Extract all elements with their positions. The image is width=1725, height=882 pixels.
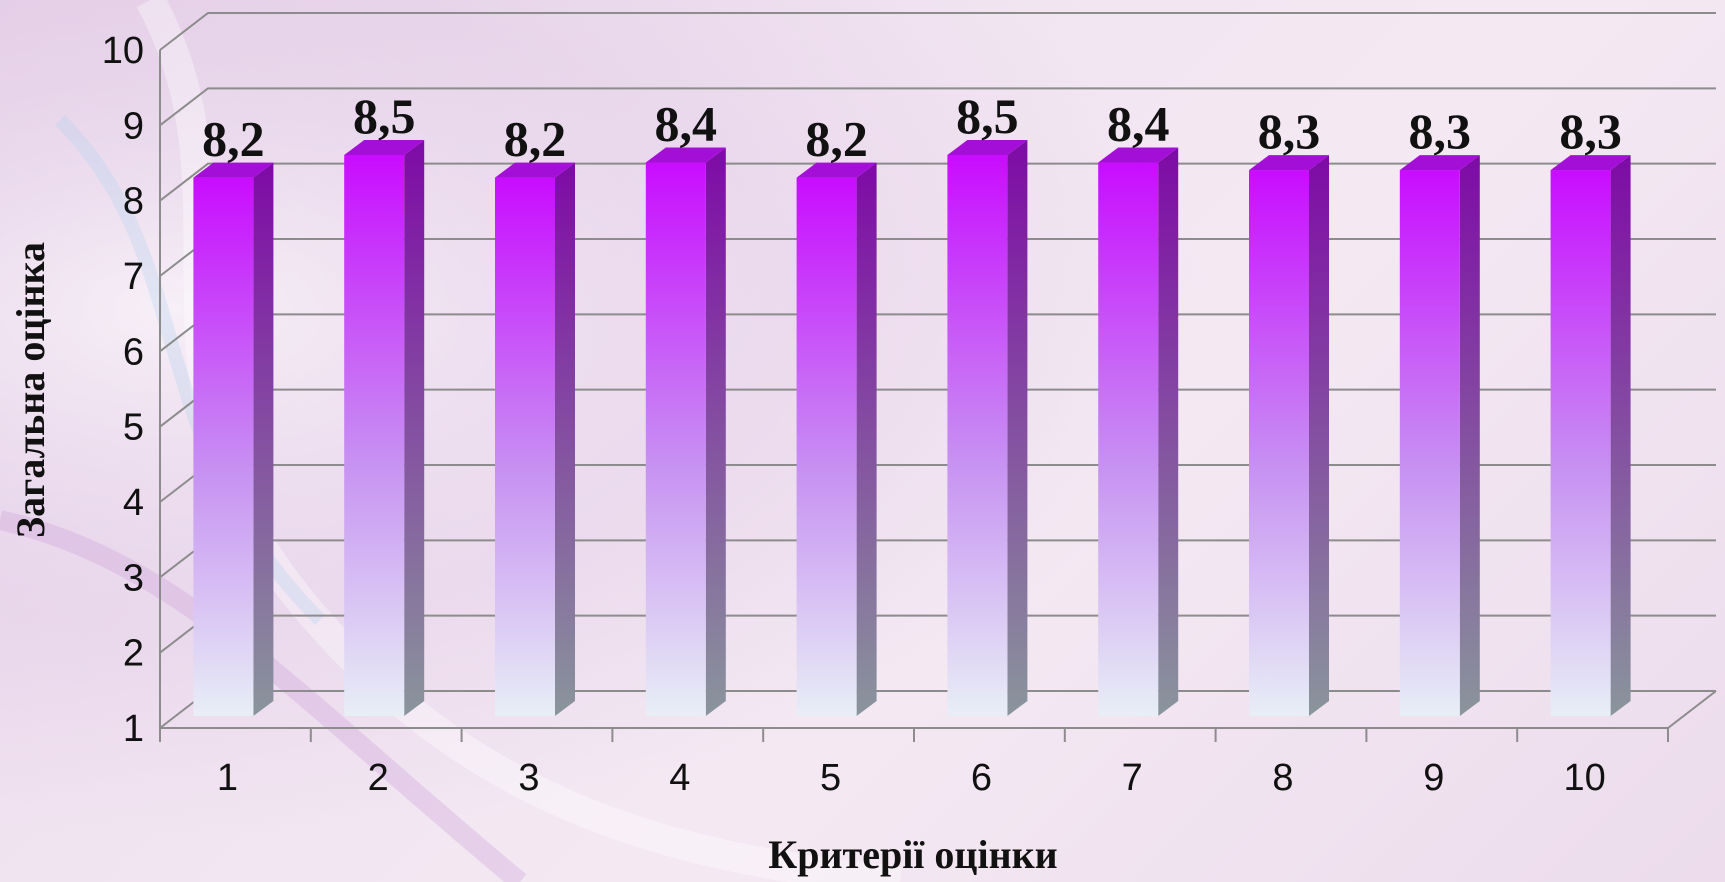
bar: [1399, 155, 1480, 717]
bar-side: [555, 162, 575, 717]
bar-side: [856, 162, 877, 717]
bar-side: [1158, 147, 1179, 717]
x-axis-title: Критерії оцінки: [768, 832, 1057, 877]
x-tick-label: 4: [669, 757, 690, 799]
bar: [344, 140, 425, 716]
bar-side: [404, 140, 425, 716]
gridline: [159, 162, 1716, 202]
bar-top: [1098, 147, 1179, 163]
bar-top: [344, 140, 425, 155]
bar-side: [1309, 155, 1329, 717]
bar: [1249, 155, 1329, 717]
bars: [193, 140, 1631, 717]
bar-side: [1007, 140, 1028, 716]
data-label: 8,3: [1559, 103, 1622, 159]
bar: [645, 147, 726, 717]
y-tick-label: 6: [123, 331, 144, 373]
data-label: 8,3: [1258, 103, 1321, 159]
x-tick-label: 10: [1563, 757, 1605, 799]
x-tick-label: 7: [1122, 757, 1143, 799]
bar: [1550, 155, 1631, 717]
bar-top: [495, 162, 575, 178]
bar-top: [645, 147, 726, 163]
x-tick-label: 6: [971, 757, 992, 799]
bar-front: [645, 162, 706, 717]
y-tick-label: 7: [123, 256, 144, 298]
x-tick-label: 2: [368, 757, 389, 799]
bar-front: [1249, 170, 1309, 717]
y-axis-title: Загальна оцінка: [8, 242, 53, 538]
data-label: 8,5: [353, 88, 416, 144]
y-tick-label: 5: [123, 407, 144, 449]
x-tick-label: 3: [518, 757, 539, 799]
data-label: 8,3: [1409, 103, 1472, 159]
bar-top: [1249, 155, 1329, 171]
bar-front: [1098, 162, 1159, 717]
bar-side: [1459, 155, 1480, 717]
bar-front: [495, 177, 555, 717]
bar-top: [796, 162, 877, 178]
bar-top: [193, 162, 274, 178]
bar: [495, 162, 575, 717]
y-tick-label: 4: [123, 482, 144, 524]
data-label: 8,2: [805, 111, 868, 167]
bar: [1098, 147, 1179, 717]
bar-front: [193, 177, 254, 717]
data-label: 8,2: [504, 111, 567, 167]
bar-side: [705, 147, 726, 717]
y-tick-label: 1: [123, 708, 144, 750]
bar-side: [1610, 155, 1631, 717]
tick-labels: 1 2 3 4 5 6 7 8 9 10 8,2 1 8,5 2 8,2 3 8,4 4 8,2 5 8,5 6 8,4 7 8…: [102, 30, 1622, 799]
y-tick-label: 8: [123, 181, 144, 223]
bar-front: [1399, 170, 1460, 717]
bar-side: [253, 162, 274, 717]
y-tick-label: 10: [102, 30, 144, 72]
y-tick-label: 2: [123, 633, 144, 675]
y-tick-label: 9: [123, 105, 144, 147]
bar-front: [947, 155, 1008, 716]
gridline: [159, 87, 1716, 127]
bar: [796, 162, 877, 717]
bar: [193, 162, 274, 717]
bar: [947, 140, 1028, 716]
x-tick-label: 1: [217, 757, 238, 799]
data-label: 8,4: [1107, 96, 1170, 152]
x-tick-label: 9: [1423, 757, 1444, 799]
data-label: 8,5: [956, 88, 1019, 144]
x-tick-label: 8: [1272, 757, 1293, 799]
bar-top: [1550, 155, 1631, 171]
axes: [159, 50, 1717, 742]
bar-front: [1550, 170, 1611, 717]
bar-front: [796, 177, 857, 717]
data-label: 8,4: [655, 96, 718, 152]
bar-top: [947, 140, 1028, 155]
bar-front: [344, 155, 405, 716]
x-tick-label: 5: [820, 757, 841, 799]
gridline: [159, 12, 1716, 51]
y-tick-label: 3: [123, 557, 144, 599]
data-label: 8,2: [202, 111, 265, 167]
bar-top: [1399, 155, 1480, 171]
